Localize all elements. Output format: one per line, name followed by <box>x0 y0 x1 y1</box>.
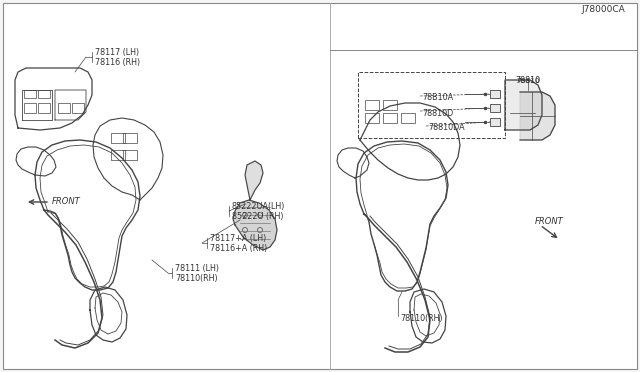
Bar <box>383 113 397 123</box>
Polygon shape <box>245 161 263 200</box>
Text: 85222U (RH): 85222U (RH) <box>232 212 284 221</box>
Bar <box>111 150 125 160</box>
Bar <box>72 103 84 113</box>
Bar <box>38 103 50 113</box>
Text: 78116 (RH): 78116 (RH) <box>95 58 140 67</box>
Bar <box>365 113 379 123</box>
Text: 78116+A (RH): 78116+A (RH) <box>210 244 268 253</box>
Text: J78000CA: J78000CA <box>581 5 625 14</box>
Text: 78810DA: 78810DA <box>428 124 465 132</box>
Bar <box>38 90 50 98</box>
Bar <box>365 100 379 110</box>
Bar <box>123 133 137 143</box>
Bar <box>490 90 500 98</box>
Polygon shape <box>520 92 555 140</box>
Bar <box>24 103 36 113</box>
Text: 78110(RH): 78110(RH) <box>400 314 443 323</box>
Text: 85222UA(LH): 85222UA(LH) <box>232 202 285 211</box>
Text: 78810D: 78810D <box>422 109 453 118</box>
Bar <box>111 133 125 143</box>
Bar <box>58 103 70 113</box>
Text: 78117+A (LH): 78117+A (LH) <box>210 234 266 243</box>
Bar <box>490 104 500 112</box>
Bar <box>123 150 137 160</box>
Text: 78810: 78810 <box>516 78 540 84</box>
Text: FRONT: FRONT <box>535 218 564 227</box>
Text: 78111 (LH): 78111 (LH) <box>175 263 219 273</box>
Polygon shape <box>505 80 542 130</box>
Text: 78B10A: 78B10A <box>422 93 453 103</box>
Bar <box>401 113 415 123</box>
Bar <box>490 118 500 126</box>
Text: 78117 (LH): 78117 (LH) <box>95 48 139 57</box>
Text: 78110(RH): 78110(RH) <box>175 273 218 282</box>
Text: FRONT: FRONT <box>52 198 81 206</box>
Text: 78810: 78810 <box>515 76 541 85</box>
Bar <box>383 100 397 110</box>
Bar <box>24 90 36 98</box>
Polygon shape <box>233 200 277 250</box>
